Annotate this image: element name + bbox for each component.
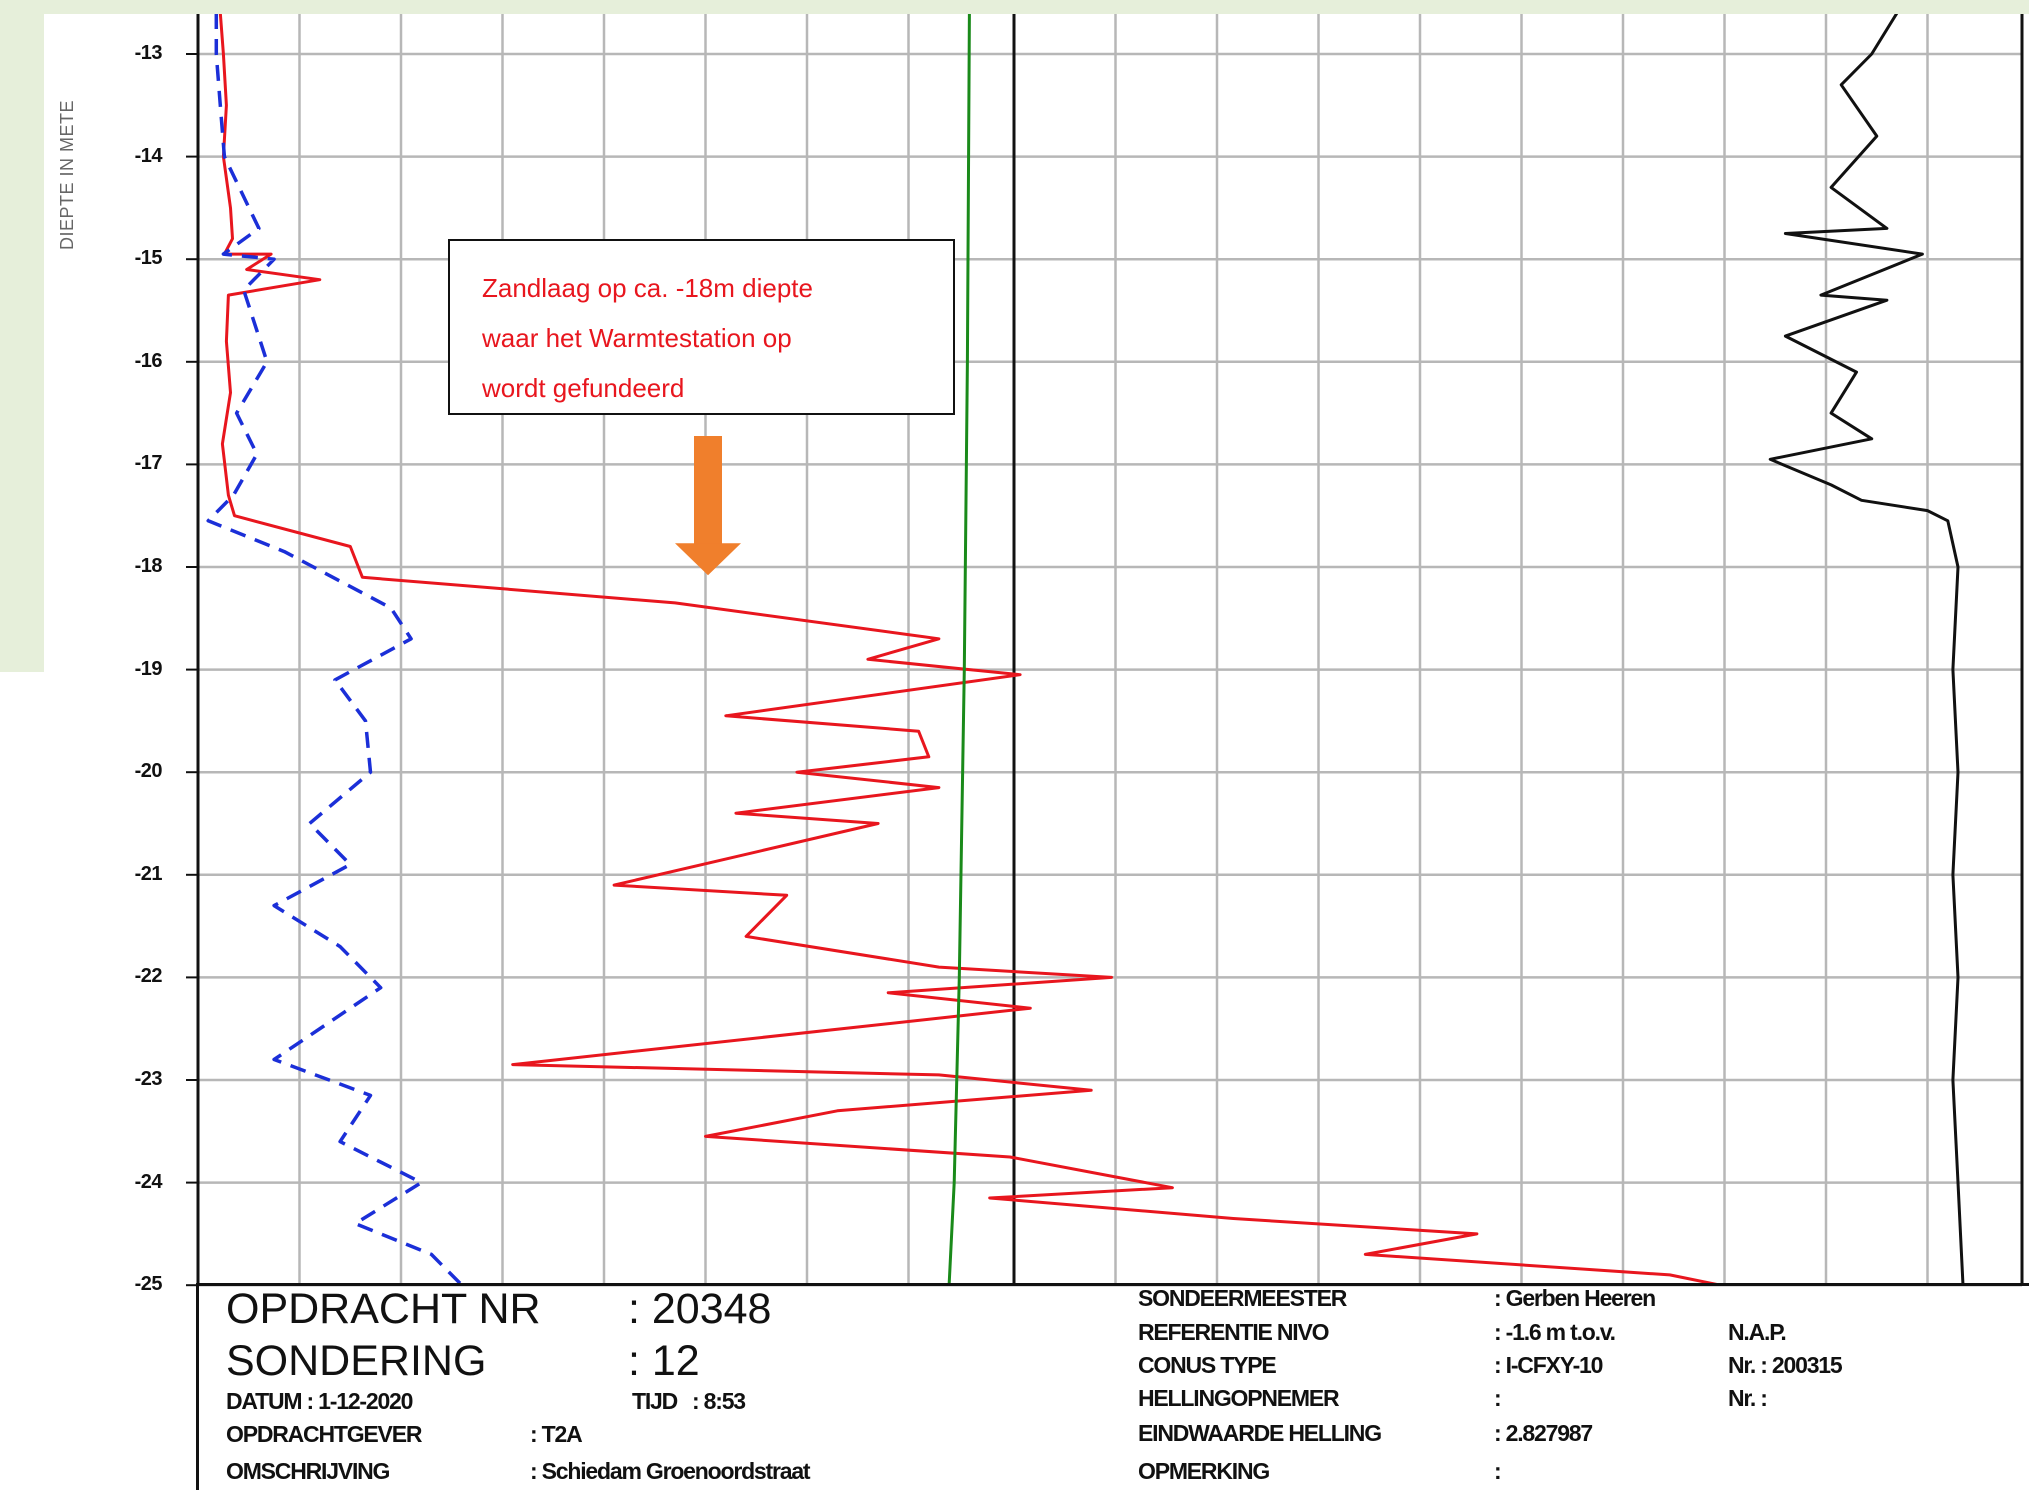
referentie-label: REFERENTIE NIVO <box>1138 1319 1330 1345</box>
y-tick-label: -16 <box>134 349 163 372</box>
opdracht-value: : 20348 <box>628 1285 772 1333</box>
tijd-label: TIJD <box>632 1388 678 1414</box>
series-line-1 <box>218 14 1721 1285</box>
helling-nr: Nr. : <box>1728 1385 1768 1411</box>
annotation-line-1: Zandlaag op ca. -18m diepte <box>482 273 813 303</box>
opdrachtgever-value: : T2A <box>530 1421 583 1447</box>
y-tick-label: -17 <box>134 452 163 475</box>
series-line-3 <box>947 14 971 1285</box>
sondeermeester-label: SONDEERMEESTER <box>1138 1285 1347 1311</box>
referentie-nap: N.A.P. <box>1728 1319 1787 1345</box>
annotation-arrow <box>675 436 741 576</box>
annotation-line-2: waar het Warmtestation op <box>482 323 792 353</box>
opmerking-value: : <box>1494 1458 1502 1484</box>
y-tick-label: -21 <box>134 862 163 885</box>
arrow-head <box>675 543 741 576</box>
y-tick-label: -22 <box>134 965 163 988</box>
green-background-band <box>0 0 2029 14</box>
opdrachtgever-label: OPDRACHTGEVER <box>226 1421 422 1447</box>
referentie-value: : -1.6 m t.o.v. <box>1494 1319 1616 1345</box>
annotation-text: Zandlaag op ca. -18m diepte waar het War… <box>482 263 923 413</box>
opdracht-label: OPDRACHT NR <box>226 1285 541 1333</box>
y-tick-label: -18 <box>134 555 163 577</box>
helling-value: : <box>1494 1385 1502 1411</box>
omschrijving-label: OMSCHRIJVING <box>226 1458 390 1484</box>
eindwaarde-value: : 2.827987 <box>1494 1420 1593 1446</box>
omschrijving-value: : Schiedam Groenoordstraat <box>530 1458 811 1484</box>
info-block-frame <box>196 1283 2029 1490</box>
plot-background <box>198 14 2029 1284</box>
series-layer <box>206 14 1965 1285</box>
series-line-2 <box>206 14 464 1285</box>
datum-text: DATUM : 1-12-2020 <box>226 1388 413 1414</box>
opmerking-label: OPMERKING <box>1138 1458 1270 1484</box>
y-tick-label: -15 <box>134 247 163 270</box>
y-tick-label: -23 <box>134 1068 163 1090</box>
tijd-value: : 8:53 <box>692 1388 746 1414</box>
sondering-label: SONDERING <box>226 1337 487 1385</box>
annotation-box: Zandlaag op ca. -18m diepte waar het War… <box>448 239 955 415</box>
conus-label: CONUS TYPE <box>1138 1352 1277 1378</box>
y-tick-label: -20 <box>134 760 163 783</box>
y-tick-label: -14 <box>134 144 163 167</box>
sondeermeester-value: : Gerben Heeren <box>1494 1285 1656 1311</box>
y-tick-label: -25 <box>134 1273 163 1296</box>
cpt-chart <box>186 14 2029 1287</box>
conus-nr: Nr. : 200315 <box>1728 1352 1843 1378</box>
y-tick-label: -24 <box>134 1170 163 1193</box>
annotation-line-3: wordt gefundeerd <box>482 373 685 403</box>
conus-value: : I-CFXY-10 <box>1494 1352 1603 1378</box>
helling-label: HELLINGOPNEMER <box>1138 1385 1340 1411</box>
green-background-strip <box>0 0 44 672</box>
y-tick-label: -19 <box>134 657 163 680</box>
sondering-value: : 12 <box>628 1337 700 1385</box>
eindwaarde-label: EINDWAARDE HELLING <box>1138 1420 1382 1446</box>
y-tick-label: -13 <box>134 42 163 64</box>
series-line-4 <box>1768 14 1965 1285</box>
arrow-shaft <box>694 436 722 546</box>
